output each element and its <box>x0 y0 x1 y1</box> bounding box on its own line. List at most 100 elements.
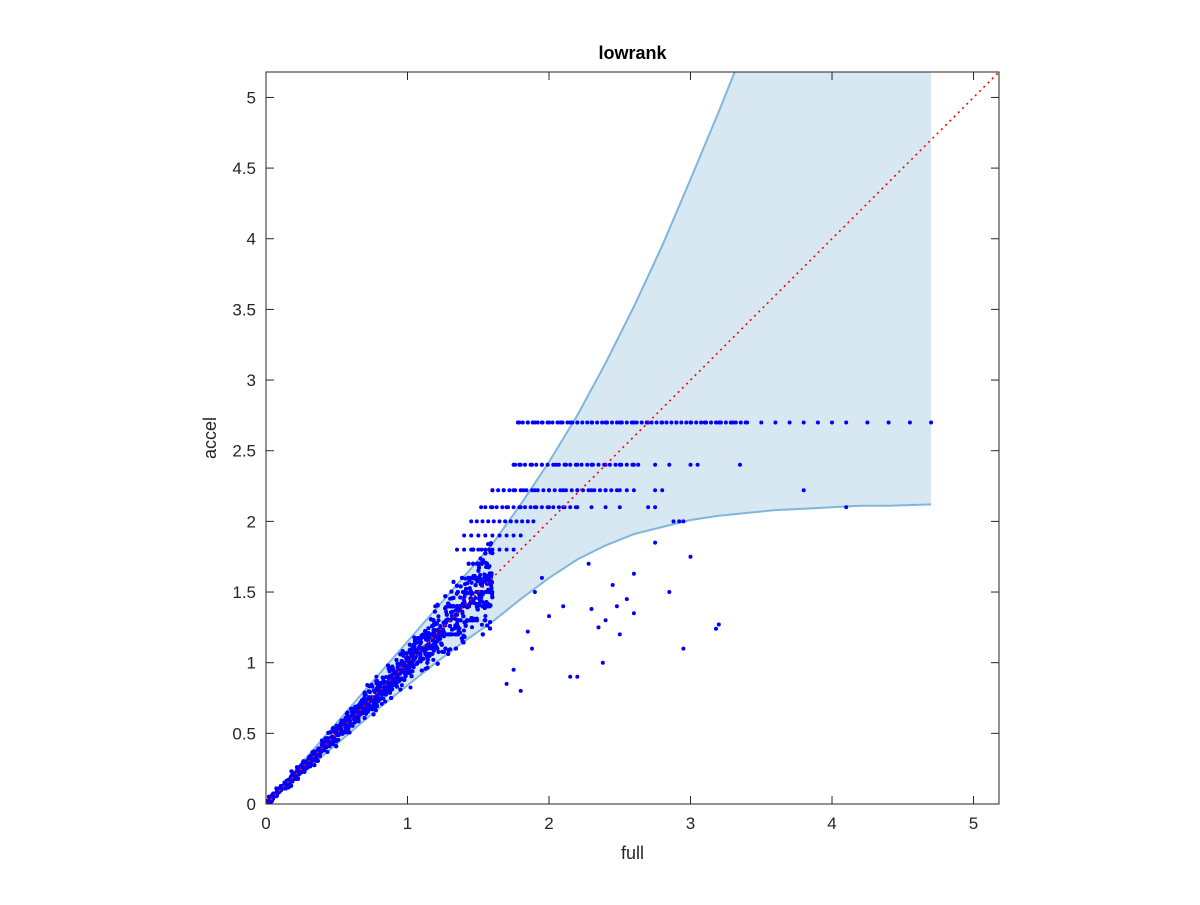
data-point <box>457 626 462 631</box>
data-point <box>427 653 432 658</box>
y-tick-label: 3.5 <box>232 300 256 319</box>
data-point <box>714 626 718 631</box>
data-point <box>441 620 446 625</box>
data-point <box>474 575 479 580</box>
data-point <box>535 420 540 425</box>
data-point <box>462 533 467 538</box>
data-point <box>575 488 580 493</box>
data-point <box>423 629 428 634</box>
data-point <box>271 796 276 801</box>
data-point <box>801 488 806 493</box>
data-point <box>539 575 544 580</box>
data-point <box>614 420 619 425</box>
data-point <box>518 488 523 493</box>
data-point <box>378 690 383 694</box>
data-point <box>415 636 420 640</box>
data-point <box>348 716 353 721</box>
data-point <box>801 420 806 425</box>
data-point <box>436 614 441 619</box>
y-tick-label: 1 <box>247 654 256 673</box>
data-point <box>689 420 694 425</box>
data-point <box>355 708 360 713</box>
x-tick-label: 3 <box>686 814 695 833</box>
data-point <box>469 575 474 580</box>
data-point <box>614 604 619 609</box>
data-point <box>483 505 488 510</box>
data-point <box>309 755 313 760</box>
data-point <box>381 678 386 683</box>
data-point <box>646 505 651 510</box>
data-point <box>411 648 416 652</box>
data-point <box>607 462 612 467</box>
data-point <box>457 604 462 609</box>
data-point <box>377 697 382 702</box>
data-point <box>361 699 365 704</box>
data-point <box>457 608 462 612</box>
data-point <box>315 757 320 762</box>
data-point <box>429 643 434 648</box>
data-point <box>489 505 493 510</box>
data-point <box>359 709 364 714</box>
data-point <box>555 420 560 425</box>
data-point <box>480 632 485 637</box>
data-point <box>466 575 471 580</box>
data-point <box>282 780 287 785</box>
data-point <box>469 533 474 538</box>
data-point <box>596 462 601 467</box>
data-point <box>346 726 351 731</box>
data-point <box>695 462 700 467</box>
data-point <box>330 734 335 739</box>
data-point <box>412 639 417 644</box>
data-point <box>688 462 693 467</box>
data-point <box>422 632 426 637</box>
data-point <box>490 547 495 552</box>
data-point <box>485 623 490 628</box>
data-point <box>406 669 411 674</box>
data-point <box>312 763 317 768</box>
data-point <box>486 565 491 570</box>
data-point <box>624 597 629 602</box>
data-point <box>644 420 649 425</box>
chart-title: lowrank <box>598 43 667 63</box>
data-point <box>319 748 324 752</box>
data-point <box>575 674 580 679</box>
data-point <box>464 586 469 591</box>
data-point <box>448 624 452 628</box>
data-point <box>463 582 467 587</box>
data-point <box>362 705 366 710</box>
data-point <box>399 661 404 666</box>
data-point <box>417 645 421 650</box>
data-point <box>530 420 535 425</box>
data-point <box>619 462 624 467</box>
data-point <box>392 669 397 674</box>
data-point <box>532 590 537 594</box>
data-point <box>468 590 473 594</box>
data-point <box>443 594 448 599</box>
data-point <box>556 505 561 510</box>
data-point <box>603 505 608 510</box>
data-point <box>431 657 436 662</box>
data-point <box>474 519 479 524</box>
data-point <box>441 650 446 654</box>
data-point <box>371 712 376 717</box>
data-point <box>399 683 404 688</box>
data-point <box>296 772 301 777</box>
data-point <box>370 684 375 689</box>
data-point <box>518 533 523 538</box>
x-tick-label: 5 <box>969 814 978 833</box>
data-point <box>301 760 306 765</box>
data-point <box>483 573 488 578</box>
data-point <box>411 642 416 647</box>
data-point <box>386 687 391 692</box>
data-point <box>699 420 704 425</box>
data-point <box>469 519 474 524</box>
data-point <box>479 590 484 595</box>
data-point <box>390 687 395 692</box>
data-point <box>669 420 674 425</box>
data-point <box>523 462 527 467</box>
data-point <box>518 688 523 693</box>
data-point <box>552 488 557 493</box>
data-point <box>408 651 413 656</box>
data-point <box>402 677 406 682</box>
data-point <box>289 783 294 788</box>
